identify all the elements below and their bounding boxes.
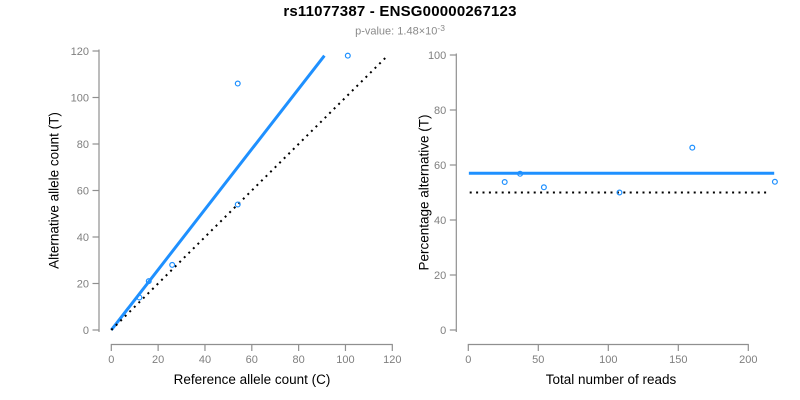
data-points bbox=[501, 144, 778, 196]
y-tick-label: 40 bbox=[77, 232, 89, 244]
y-tick-label: 80 bbox=[434, 105, 446, 117]
y-tick-label: 0 bbox=[83, 325, 89, 337]
right-y-axis-label: Percentage alternative (T) bbox=[416, 114, 432, 271]
data-point bbox=[689, 144, 696, 151]
y-tick-label: 100 bbox=[428, 50, 446, 62]
x-tick-label: 100 bbox=[336, 354, 354, 366]
data-point bbox=[616, 189, 623, 196]
x-tick-label: 20 bbox=[152, 354, 164, 366]
data-point bbox=[540, 184, 547, 191]
y-tick-label: 100 bbox=[71, 92, 89, 104]
data-points bbox=[136, 52, 351, 301]
pvalue-times: ×10 bbox=[418, 25, 438, 38]
y-tick-label: 120 bbox=[71, 46, 89, 58]
y-tick-label: 20 bbox=[434, 270, 446, 282]
data-point bbox=[517, 170, 524, 177]
data-point bbox=[136, 294, 143, 301]
y-tick-label: 80 bbox=[77, 139, 89, 151]
data-point bbox=[234, 80, 241, 87]
pvalue-exponent: -3 bbox=[437, 23, 445, 33]
x-tick-label: 50 bbox=[532, 354, 544, 366]
left-scatter-panel: 0 20 40 60 80 100 120 0 20 40 60 80 100 120 bbox=[71, 46, 402, 366]
plot-subtitle: p-value: 1.48×10-3 bbox=[0, 23, 800, 38]
left-x-axis-label: Reference allele count (C) bbox=[173, 372, 331, 387]
x-tick-label: 120 bbox=[383, 354, 401, 366]
x-tick-label: 0 bbox=[108, 354, 114, 366]
data-point bbox=[234, 201, 241, 208]
right-scatter-panel: 0 20 40 60 80 100 0 50 100 150 200 bbox=[428, 50, 778, 366]
y-axis: 0 20 40 60 80 100 120 bbox=[71, 46, 100, 337]
identity-line bbox=[110, 54, 390, 331]
y-tick-label: 60 bbox=[434, 160, 446, 172]
x-tick-label: 80 bbox=[293, 354, 305, 366]
x-tick-label: 0 bbox=[465, 354, 471, 366]
pvalue-label: p-value: bbox=[355, 25, 395, 38]
data-point bbox=[145, 278, 152, 285]
y-tick-label: 0 bbox=[440, 325, 446, 337]
right-x-axis-label: Total number of reads bbox=[545, 372, 677, 387]
x-tick-label: 40 bbox=[199, 354, 211, 366]
y-tick-label: 40 bbox=[434, 215, 446, 227]
x-tick-label: 150 bbox=[669, 354, 687, 366]
fitted-ratio-line bbox=[110, 54, 326, 331]
x-tick-label: 60 bbox=[246, 354, 258, 366]
left-y-axis-label: Alternative allele count (T) bbox=[46, 112, 62, 269]
y-axis: 0 20 40 60 80 100 bbox=[428, 50, 457, 337]
y-tick-label: 60 bbox=[77, 185, 89, 197]
data-point bbox=[771, 178, 778, 185]
x-tick-label: 100 bbox=[599, 354, 617, 366]
x-tick-label: 200 bbox=[739, 354, 757, 366]
data-point bbox=[344, 52, 351, 59]
x-axis: 0 20 40 60 80 100 120 bbox=[108, 343, 401, 366]
data-point bbox=[501, 179, 508, 186]
y-tick-label: 20 bbox=[77, 278, 89, 290]
data-point bbox=[169, 261, 176, 268]
pvalue-value: 1.48 bbox=[394, 25, 419, 38]
x-axis: 0 50 100 150 200 bbox=[465, 343, 757, 366]
plot-title: rs11077387 - ENSG00000267123 bbox=[283, 3, 517, 20]
